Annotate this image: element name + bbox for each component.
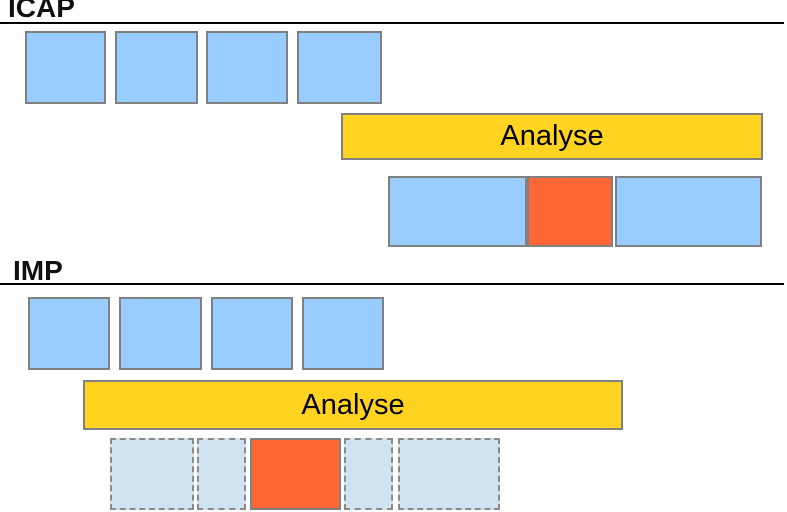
imp-source-block-3	[211, 297, 293, 370]
section-title-icap: ICAP	[8, 0, 75, 23]
icap-result-segment-left	[388, 176, 527, 247]
icap-source-block-2	[115, 31, 198, 104]
icap-result-segment-right	[615, 176, 762, 247]
imp-source-block-4	[302, 297, 384, 370]
section-underline-imp	[0, 283, 784, 285]
section-underline-icap	[0, 22, 784, 24]
imp-result-segment-highlight	[250, 438, 341, 510]
imp-result-segment-2	[197, 438, 246, 510]
icap-source-block-1	[25, 31, 106, 104]
imp-result-segment-4	[344, 438, 393, 510]
imp-source-block-1	[28, 297, 110, 370]
imp-result-segment-5	[398, 438, 500, 510]
icap-source-block-4	[297, 31, 382, 104]
icap-result-segment-highlight	[527, 176, 613, 247]
analyse-bar-label-imp: Analyse	[301, 388, 405, 421]
analyse-bar-imp: Analyse	[83, 380, 623, 430]
imp-source-block-2	[119, 297, 202, 370]
icap-source-block-3	[206, 31, 288, 104]
analyse-bar-label-icap: Analyse	[500, 120, 604, 152]
section-title-imp: IMP	[13, 255, 63, 286]
analyse-bar-icap: Analyse	[341, 113, 763, 160]
imp-result-segment-1	[110, 438, 194, 510]
